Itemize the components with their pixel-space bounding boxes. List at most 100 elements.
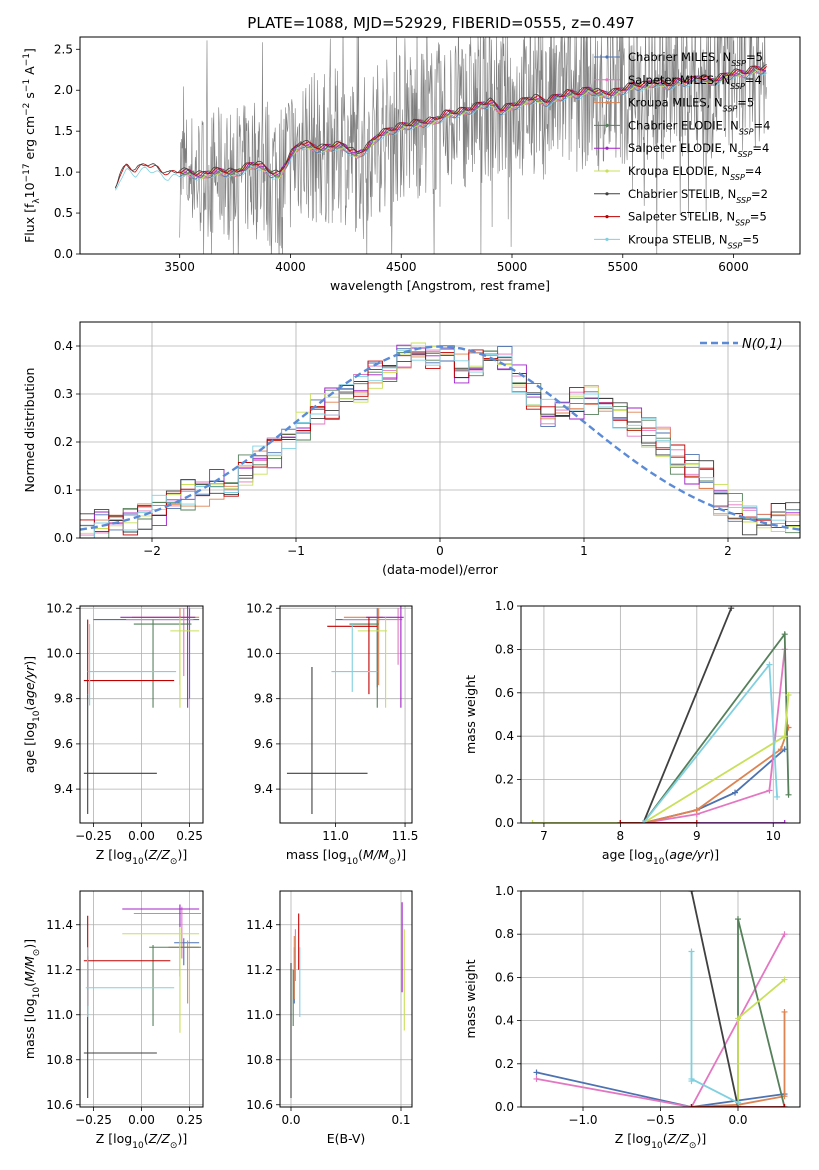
weight-marker (732, 789, 739, 796)
y-tick-label: 9.8 (54, 692, 73, 706)
errorbar-salpeter-elodie (366, 606, 404, 708)
weight-series-kroupa-stelib (640, 661, 781, 823)
x-axis-label: mass [log10(M/M⊙)] (286, 847, 406, 867)
weight-marker (533, 1075, 540, 1082)
axes-frame (79, 36, 801, 255)
errorbar-chabrier-elodie (349, 619, 379, 708)
x-tick-label: 4500 (386, 260, 417, 274)
legend-marker (605, 237, 609, 241)
y-axis-label: Flux [fλ10−17 erg cm−2 s−1 A−1] (22, 48, 42, 243)
weight-marker (688, 1104, 695, 1107)
model-fit-salpeter-elodie (179, 65, 767, 177)
x-tick-label: 0 (436, 544, 444, 558)
errorbar-chabrier-stelib (83, 694, 157, 814)
x-tick-label: 11.0 (322, 829, 349, 843)
x-tick-label: 10 (766, 829, 781, 843)
legend-marker (605, 101, 609, 105)
y-tick-label: 9.8 (254, 692, 273, 706)
x-axis-label: Z [log10(Z/Z⊙)] (96, 847, 187, 867)
errorbar-kroupa-elodie (357, 617, 387, 708)
y-tick-label: 1.0 (54, 165, 73, 179)
weight-series-chabrier-stelib (688, 891, 741, 1107)
weight-line (536, 1071, 785, 1107)
axes-frame (279, 605, 413, 824)
x-tick-label: 4000 (275, 260, 306, 274)
weight-marker (688, 1075, 695, 1082)
legend-nssp: 5 (747, 96, 754, 110)
errorbar-salpeter-miles (133, 906, 202, 959)
x-tick-label: 7 (540, 829, 548, 843)
weight-line (536, 933, 786, 1107)
y-tick-label: 9.6 (254, 737, 273, 751)
errorbar-chabrier-miles (174, 938, 200, 966)
grid-lines (521, 605, 800, 824)
plot-area (115, 37, 768, 254)
plot-area (286, 606, 404, 814)
legend-label: Salpeter ELODIE, NSSP=4 (628, 141, 769, 159)
y-tick-label: 10.0 (246, 646, 273, 660)
legend-model-name: Kroupa ELODIE (628, 164, 714, 178)
x-tick-label: −1.0 (568, 1113, 597, 1127)
legend-label: N(0,1) (742, 337, 783, 352)
model-fit-chabrier-elodie (179, 66, 767, 178)
weight-marker (781, 976, 788, 983)
weight-line (643, 649, 786, 823)
legend-model-name: Salpeter ELODIE (628, 141, 722, 155)
y-tick-label: 11.0 (246, 1008, 273, 1022)
y-tick-label: 2.0 (54, 83, 73, 97)
plot-area (80, 342, 800, 538)
plot-area (83, 606, 200, 814)
weight-marker (529, 820, 536, 823)
weight-marker (735, 916, 741, 923)
x-tick-label: 8 (617, 829, 625, 843)
weight-marker (617, 820, 624, 823)
x-tick-label: −1 (287, 544, 305, 558)
legend-marker (605, 146, 609, 150)
grid-lines (80, 891, 203, 1107)
y-tick-label: 0.4 (495, 729, 514, 743)
weight-marker (735, 1099, 741, 1106)
weight-marker (640, 820, 647, 823)
x-tick-label: 6000 (718, 260, 749, 274)
y-tick-label: 0.2 (54, 435, 73, 449)
observed-spectrum (179, 37, 767, 254)
spectrum-panel: 3500 4000 4500 5000 5500 6000 0.0 0.5 1.0 1.5 2.0 2… (22, 36, 801, 293)
legend-nssp: 2 (761, 187, 768, 201)
weight-marker (781, 733, 788, 740)
legend-marker (605, 78, 609, 82)
axes-frame (279, 890, 413, 1108)
weight-marker (693, 820, 700, 823)
plot-area (529, 606, 792, 823)
x-tick-label: 0.25 (176, 829, 203, 843)
legend-marker (605, 123, 609, 127)
y-tick-label: 10.8 (246, 1053, 273, 1067)
weight-marker (533, 1069, 540, 1076)
legend-model-name: Chabrier ELODIE (628, 118, 723, 132)
weight-marker (777, 746, 784, 753)
x-tick-label: 2 (724, 544, 732, 558)
x-tick-label: −0.5 (646, 1113, 675, 1127)
y-tick-label: 11.2 (246, 963, 273, 977)
legend-label: Chabrier STELIB, NSSP=2 (628, 187, 768, 205)
model-fit-chabrier-stelib (115, 64, 767, 189)
y-tick-label: 10.6 (46, 1098, 73, 1112)
weight-series-kroupa-elodie (529, 691, 792, 823)
y-tick-label: 0.2 (495, 1057, 514, 1071)
residuals-panel: −2 −1 0 1 2 0.0 0.1 0.2 0.3 0.4 (data-model)/error… (22, 321, 801, 577)
errorbar-salpeter-stelib (83, 619, 175, 695)
errorbar-salpeter-miles (342, 608, 403, 665)
y-tick-label: 2.5 (54, 42, 73, 56)
age-vs-mass-panel: 11.0 11.5 9.4 9.6 9.8 10.0 10.2 mass [log10(M/M… (246, 601, 418, 867)
weight-marker (688, 891, 695, 894)
legend-nssp: 4 (762, 141, 769, 155)
errorbar-kroupa-stelib (331, 624, 378, 692)
x-axis-label: Z [log10(Z/Z⊙)] (615, 1131, 706, 1151)
errorbar-salpeter-miles (126, 608, 194, 677)
errorbar-chabrier-stelib (286, 667, 368, 814)
y-tick-label: 9.4 (254, 782, 273, 796)
y-tick-label: 10.2 (246, 601, 273, 615)
weight-marker (781, 631, 788, 638)
weight-marker (785, 791, 792, 798)
weight-marker (781, 1008, 788, 1015)
